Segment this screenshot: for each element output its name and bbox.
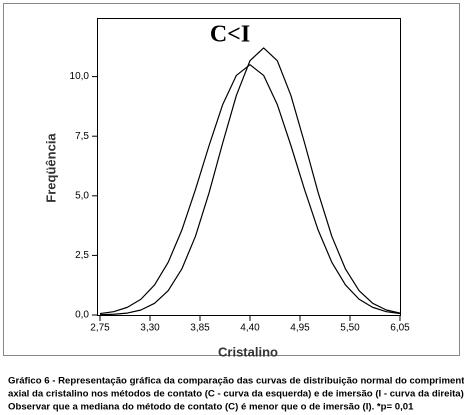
x-axis-label: Cristalino [218, 344, 278, 359]
y-axis-label: Freqüência [43, 133, 58, 203]
y-tick-label: 5,0 [75, 190, 89, 201]
y-tick-label: 7,5 [75, 131, 89, 142]
x-tick-label: 4,95 [290, 323, 310, 334]
x-tick-label: 2,75 [90, 323, 110, 334]
x-tick-label: 4,40 [240, 323, 260, 334]
x-tick-label: 6,05 [390, 323, 410, 334]
x-tick-label: 5,50 [340, 323, 360, 334]
caption-line: axial da cristalino nos métodos de conta… [8, 389, 464, 400]
chart-title: C<I [210, 22, 250, 48]
chart-frame [3, 3, 460, 356]
curve [99, 64, 401, 315]
caption-line: Gráfico 6 - Representação gráfica da com… [8, 376, 464, 387]
x-tick-label: 3,30 [140, 323, 160, 334]
plot-frame [97, 18, 401, 316]
y-tick-label: 0,0 [75, 310, 89, 321]
caption-line: Observar que a mediana do método de cont… [8, 402, 414, 413]
y-tick-label: 2,5 [75, 250, 89, 261]
x-tick-label: 3,85 [190, 323, 210, 334]
y-tick-label: 10,0 [70, 71, 90, 82]
curve [99, 47, 401, 316]
